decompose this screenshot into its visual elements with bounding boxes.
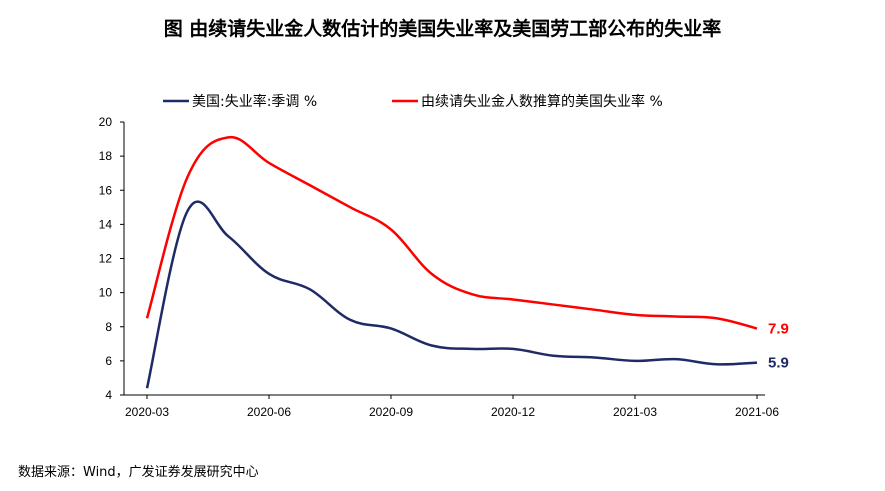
x-tick-label: 2021-03 bbox=[613, 405, 657, 419]
chart-title: 图 由续请失业金人数估计的美国失业率及美国劳工部公布的失业率 bbox=[163, 18, 722, 40]
chart-end-labels: 5.9 7.9 bbox=[768, 320, 789, 371]
y-tick-label: 4 bbox=[105, 388, 112, 402]
chart-axes: 4 6 8 10 12 14 16 18 20 2020-03 2020-06 2020-09 2020… bbox=[99, 115, 780, 419]
y-tick-label: 14 bbox=[99, 217, 113, 231]
series-end-label-2: 7.9 bbox=[768, 320, 789, 337]
data-source-note: 数据来源：Wind，广发证券发展研究中心 bbox=[18, 465, 259, 480]
x-tick-label: 2020-06 bbox=[247, 405, 291, 419]
y-tick-label: 16 bbox=[99, 183, 113, 197]
x-tick-label: 2021-06 bbox=[735, 405, 779, 419]
series-line-1 bbox=[145, 200, 758, 389]
legend-label-1: 美国:失业率:季调 % bbox=[192, 93, 317, 110]
legend-label-2: 由续请失业金人数推算的美国失业率 % bbox=[421, 93, 663, 110]
x-tick-label: 2020-12 bbox=[491, 405, 535, 419]
chart-legend: 美国:失业率:季调 % 由续请失业金人数推算的美国失业率 % bbox=[163, 93, 663, 110]
series-end-label-1: 5.9 bbox=[768, 355, 789, 372]
y-tick-label: 8 bbox=[105, 320, 112, 334]
y-tick-label: 18 bbox=[99, 149, 113, 163]
chart-series bbox=[145, 136, 758, 389]
series-line-2 bbox=[145, 136, 758, 330]
y-tick-label: 12 bbox=[99, 252, 113, 266]
y-tick-label: 20 bbox=[99, 115, 113, 129]
x-tick-label: 2020-09 bbox=[369, 405, 413, 419]
x-tick-label: 2020-03 bbox=[125, 405, 169, 419]
y-tick-label: 6 bbox=[105, 354, 112, 368]
y-tick-label: 10 bbox=[99, 286, 113, 300]
